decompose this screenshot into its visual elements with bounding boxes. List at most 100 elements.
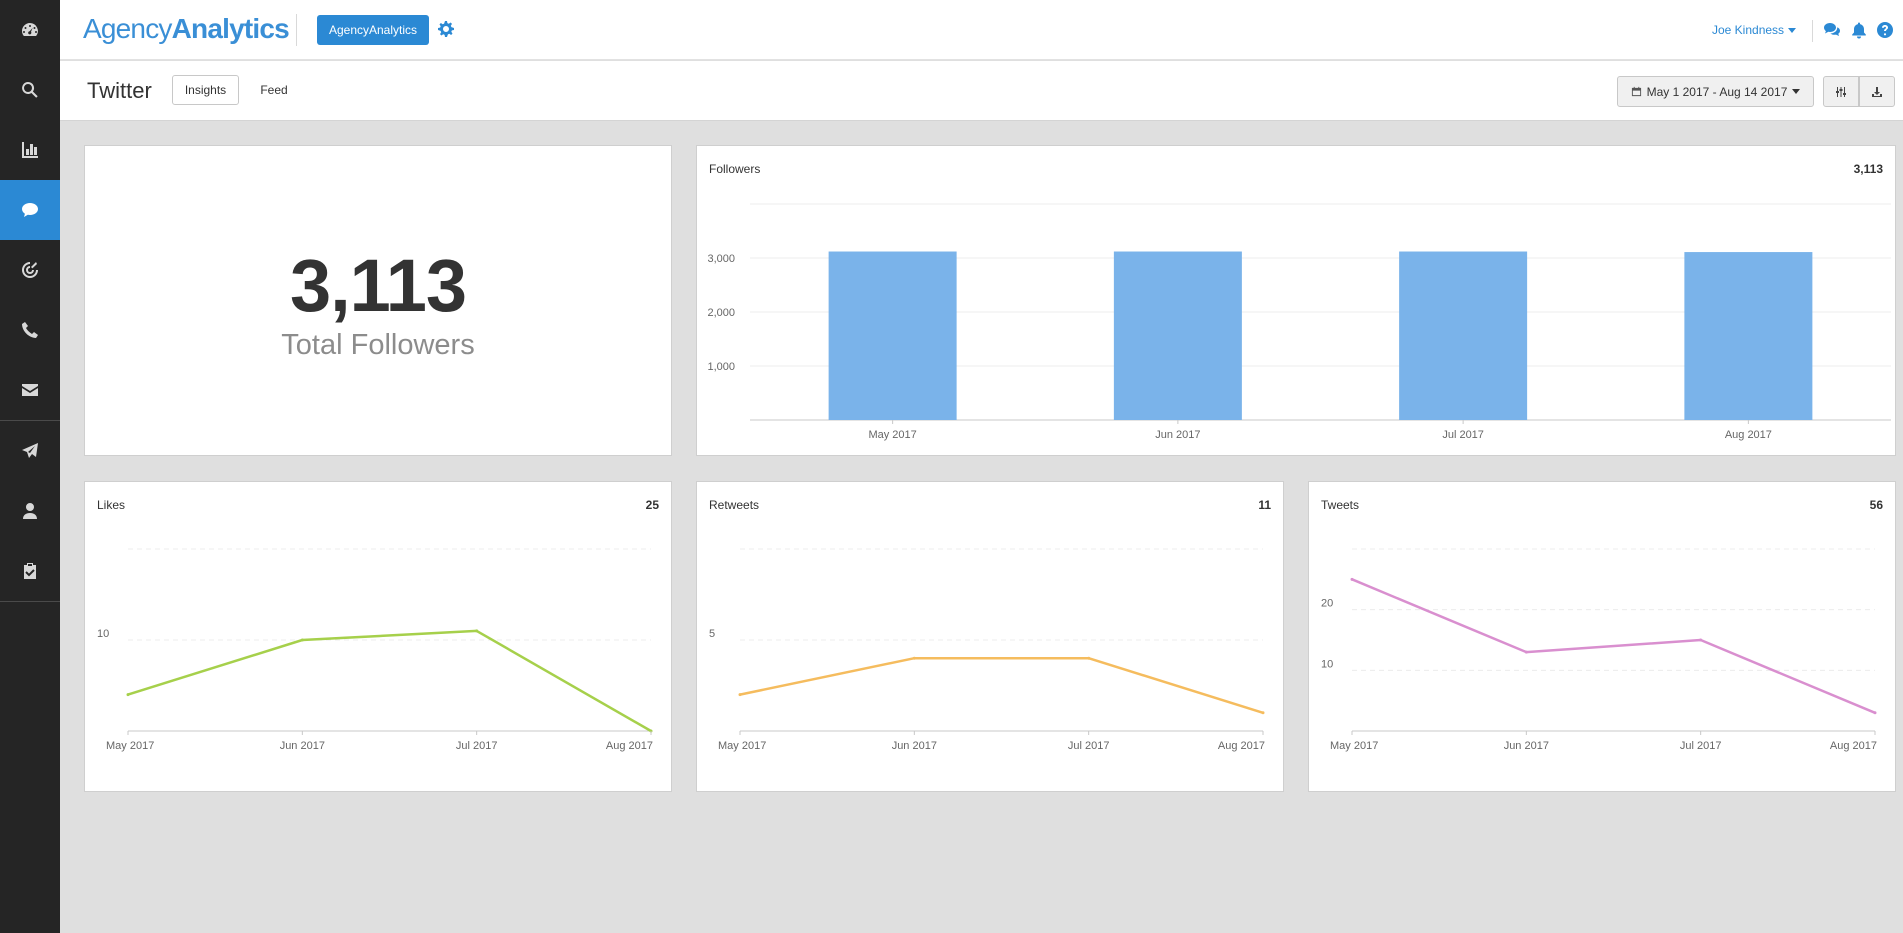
x-tick-label: May 2017 — [106, 740, 154, 752]
chart-title: Likes — [97, 498, 126, 512]
page-header: Twitter Insights Feed May 1 2017 - Aug 1… — [60, 61, 1903, 121]
messages-button[interactable] — [1823, 21, 1841, 39]
retweets-chart-card: Retweets 11 5 May 2017 Jun 2017 Jul 2017 Aug… — [696, 481, 1284, 792]
customize-button[interactable] — [1823, 76, 1859, 107]
x-tick-label: Aug 2017 — [1218, 740, 1265, 752]
user-icon — [23, 503, 37, 519]
bar — [1399, 251, 1528, 420]
chart-title: Retweets — [709, 498, 760, 512]
data-point — [126, 693, 130, 697]
sidebar-nav — [0, 0, 60, 933]
x-tick-label: Jun 2017 — [1155, 429, 1200, 441]
y-tick-label: 10 — [97, 628, 109, 640]
help-icon — [1877, 22, 1893, 38]
chart-title: Followers — [709, 162, 761, 176]
search-icon — [22, 81, 38, 98]
total-followers-value: 3,113 — [289, 244, 467, 327]
user-menu[interactable]: Joe Kindness — [1712, 23, 1797, 37]
tweets-chart-card: Tweets 56 10 20 May 2017 Jun 2017 Jul 2017 Au… — [1308, 481, 1896, 792]
bar-chart-icon — [22, 142, 38, 158]
dashboard-icon — [22, 23, 38, 36]
sidebar-item-seo[interactable] — [0, 60, 60, 120]
data-point — [1873, 711, 1877, 715]
data-point — [1699, 638, 1703, 642]
help-button[interactable] — [1876, 21, 1894, 39]
top-header: AgencyAnalytics AgencyAnalytics Joe Kind… — [60, 0, 1903, 60]
data-point — [300, 638, 304, 642]
x-tick-label: Jul 2017 — [1680, 740, 1722, 752]
calendar-icon — [1631, 86, 1642, 97]
likes-line-chart: 10 May 2017 Jun 2017 Jul 2017 Aug 2017 — [97, 548, 653, 752]
bar — [828, 251, 957, 420]
x-tick-label: Jun 2017 — [1504, 740, 1549, 752]
chart-total: 11 — [1258, 498, 1271, 512]
x-tick-label: Aug 2017 — [1725, 429, 1772, 441]
gear-icon — [438, 21, 454, 37]
x-tick-label: Aug 2017 — [606, 740, 653, 752]
sidebar-item-ppc[interactable] — [0, 240, 60, 300]
date-range-label: May 1 2017 - Aug 14 2017 — [1646, 84, 1788, 99]
notifications-button[interactable] — [1850, 21, 1868, 39]
bar — [1113, 251, 1242, 420]
tab-feed[interactable]: Feed — [260, 83, 288, 97]
date-range-picker[interactable]: May 1 2017 - Aug 14 2017 — [1617, 76, 1814, 107]
sidebar-item-email[interactable] — [0, 360, 60, 420]
total-followers-card: 3,113 Total Followers — [84, 145, 672, 456]
chevron-down-icon — [1792, 89, 1801, 94]
page-title: Twitter — [87, 78, 152, 103]
data-point — [738, 693, 742, 697]
retweets-line-chart: 5 May 2017 Jun 2017 Jul 2017 Aug 2017 — [709, 548, 1265, 752]
x-tick-label: May 2017 — [868, 429, 916, 441]
y-tick-label: 1,000 — [707, 361, 735, 373]
user-name: Joe Kindness — [1712, 23, 1785, 37]
y-tick-label: 5 — [709, 628, 715, 640]
envelope-icon — [22, 384, 38, 396]
data-point — [1350, 577, 1354, 581]
client-switcher-button[interactable]: AgencyAnalytics — [317, 15, 429, 45]
sidebar-divider — [0, 420, 60, 421]
logo-text-agency: Agency — [83, 13, 172, 44]
y-tick-label: 20 — [1321, 598, 1333, 610]
bar — [1684, 252, 1813, 420]
data-point — [1087, 656, 1091, 660]
target-icon — [22, 262, 38, 278]
data-point — [912, 656, 916, 660]
chevron-down-icon — [1788, 27, 1797, 33]
download-button[interactable] — [1859, 76, 1895, 107]
sliders-icon — [1836, 86, 1846, 97]
sidebar-item-calls[interactable] — [0, 300, 60, 360]
header-divider — [1812, 20, 1813, 42]
comments-icon — [1824, 23, 1840, 36]
x-tick-label: Jul 2017 — [456, 740, 498, 752]
data-point — [475, 629, 479, 633]
sidebar-item-reports[interactable] — [0, 120, 60, 180]
y-tick-label: 3,000 — [707, 253, 735, 265]
total-followers-label: Total Followers — [281, 329, 475, 361]
data-point — [1524, 650, 1528, 654]
app-logo[interactable]: AgencyAnalytics — [83, 13, 290, 45]
sidebar-item-social[interactable] — [0, 180, 60, 240]
x-tick-label: Jul 2017 — [1068, 740, 1110, 752]
sidebar-item-users[interactable] — [0, 481, 60, 541]
sidebar-item-send[interactable] — [0, 421, 60, 481]
x-tick-label: May 2017 — [1330, 740, 1378, 752]
sidebar-item-dashboard[interactable] — [0, 0, 60, 60]
header-divider — [296, 14, 297, 46]
tab-insights[interactable]: Insights — [172, 75, 239, 105]
client-settings-button[interactable] — [438, 21, 454, 37]
x-tick-label: Jul 2017 — [1442, 429, 1484, 441]
likes-chart-card: Likes 25 10 May 2017 Jun 2017 Jul 2017 Aug 2… — [84, 481, 672, 792]
series-line — [1351, 578, 1876, 714]
chart-total: 25 — [645, 498, 659, 512]
logo-text-analytics: Analytics — [171, 13, 290, 44]
x-tick-label: Aug 2017 — [1830, 740, 1877, 752]
download-icon — [1872, 86, 1882, 97]
bell-icon — [1852, 22, 1866, 39]
sidebar-item-tasks[interactable] — [0, 541, 60, 601]
data-point — [1261, 711, 1265, 715]
x-tick-label: Jun 2017 — [280, 740, 325, 752]
phone-icon — [22, 322, 38, 338]
chart-total: 56 — [1869, 498, 1883, 512]
y-tick-label: 2,000 — [707, 307, 735, 319]
series-line — [739, 656, 1264, 714]
